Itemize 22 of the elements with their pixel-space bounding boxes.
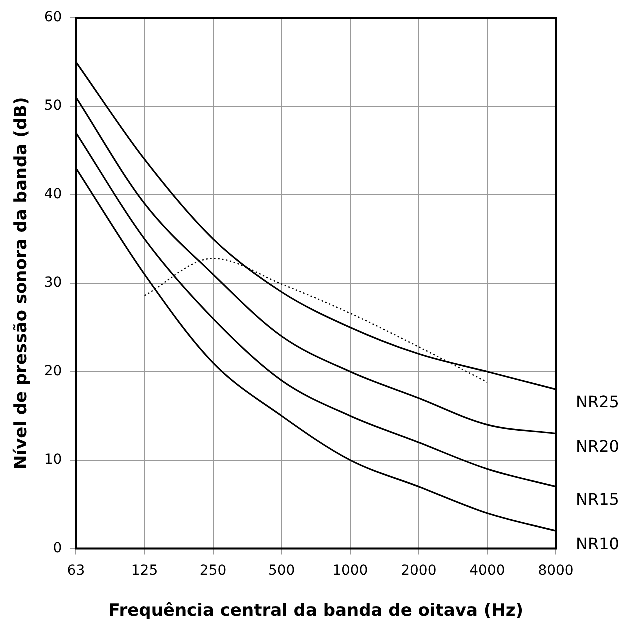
- y-tick-label: 40: [44, 186, 62, 203]
- x-tick-label: 125: [131, 562, 158, 579]
- y-tick-label: 30: [44, 275, 62, 292]
- series-label: NR25: [576, 392, 620, 412]
- y-tick-label: 20: [44, 364, 62, 380]
- y-tick-label: 10: [44, 452, 62, 468]
- x-tick-label: 250: [200, 562, 227, 579]
- line-series: [144, 258, 488, 384]
- x-tick-label: 2000: [401, 562, 437, 579]
- y-tick-label: 60: [44, 10, 62, 26]
- series-label: NR15: [576, 490, 620, 510]
- series-label: NR10: [576, 534, 620, 554]
- x-tick-label: 1000: [332, 562, 368, 579]
- x-tick-label: 500: [268, 562, 296, 579]
- x-tick-label: 63: [67, 562, 86, 579]
- series-label: NR20: [576, 436, 620, 456]
- y-tick-label: 0: [53, 540, 62, 556]
- y-axis-title: Nível de pressão sonora da banda (dB): [12, 97, 32, 470]
- x-tick-label: 4000: [470, 562, 506, 579]
- x-axis-title: Frequência central da banda de oitava (Hz): [108, 601, 524, 622]
- x-tick-label: 8000: [538, 562, 574, 579]
- y-tick-label: 50: [44, 98, 62, 114]
